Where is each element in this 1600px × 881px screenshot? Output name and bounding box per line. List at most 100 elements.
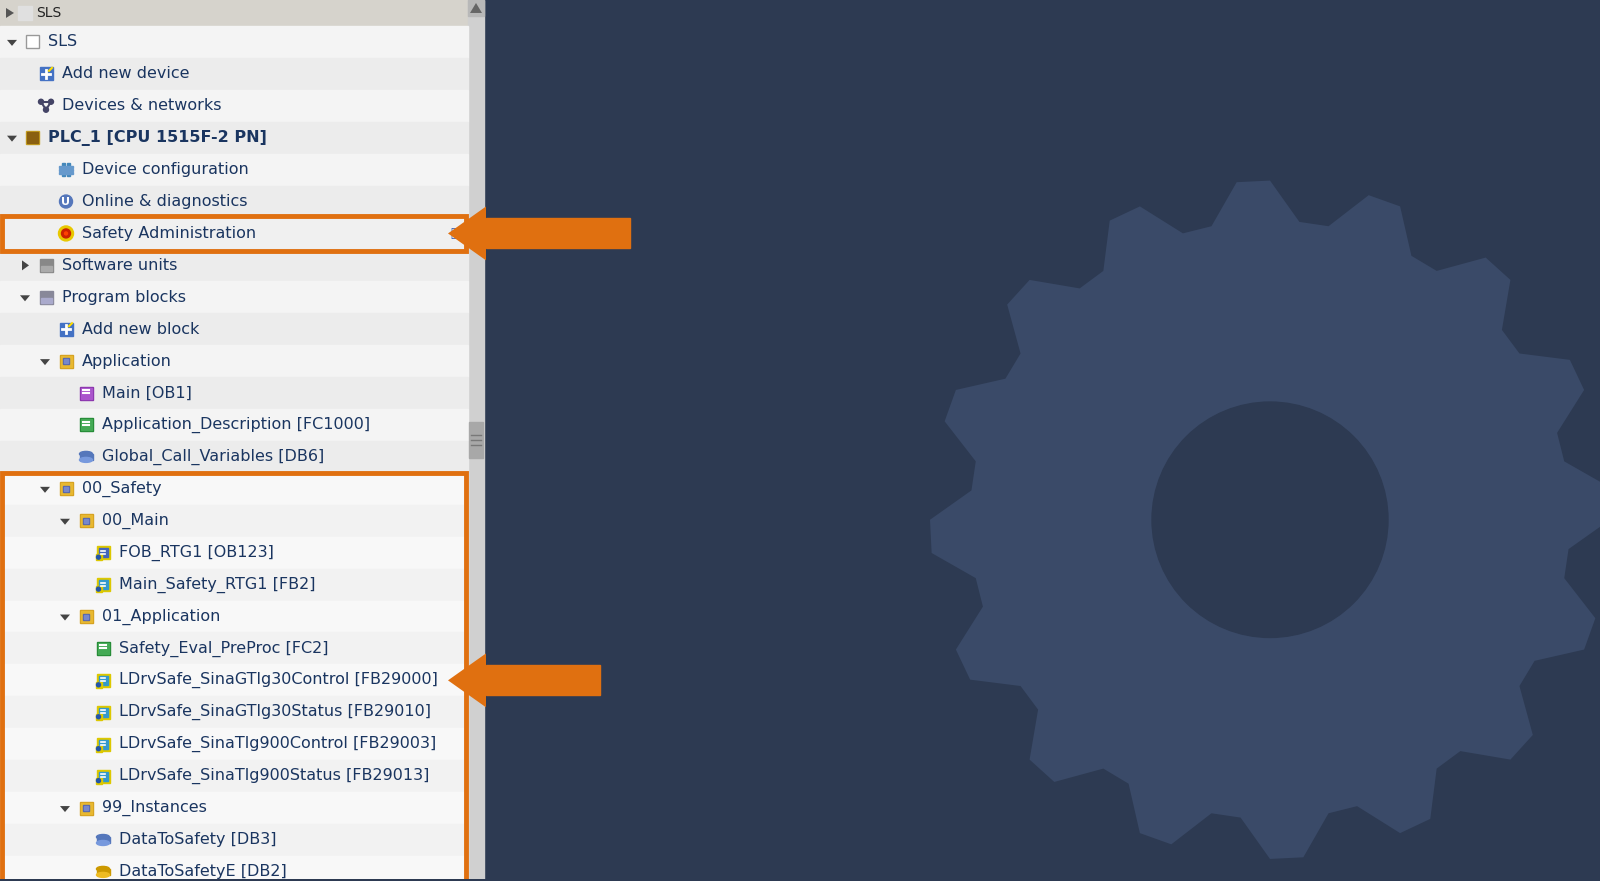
Bar	[467, 0, 483, 16]
Bar	[59, 482, 72, 495]
Text: PLC_1 [CPU 1515F-2 PN]: PLC_1 [CPU 1515F-2 PN]	[48, 130, 267, 145]
Text: Add new device: Add new device	[62, 66, 189, 81]
Text: Program blocks: Program blocks	[62, 290, 186, 305]
Circle shape	[1152, 402, 1389, 638]
Bar	[0, 153, 467, 186]
Text: DataToSafetyE [DB2]: DataToSafetyE [DB2]	[118, 864, 286, 879]
Bar	[0, 314, 467, 345]
Ellipse shape	[96, 834, 109, 840]
Bar	[80, 802, 93, 815]
Bar	[61, 484, 72, 494]
Bar	[83, 613, 90, 619]
Bar	[0, 537, 467, 568]
Circle shape	[96, 747, 101, 751]
Bar	[26, 131, 38, 144]
Bar	[80, 610, 93, 623]
Bar	[26, 35, 38, 48]
Circle shape	[61, 229, 70, 238]
Bar	[40, 291, 53, 304]
Polygon shape	[6, 40, 18, 46]
Bar	[0, 473, 467, 505]
Text: 🔒: 🔒	[450, 227, 458, 240]
Circle shape	[43, 107, 48, 112]
Circle shape	[96, 683, 101, 687]
Bar	[0, 664, 467, 696]
Text: 99_Instances: 99_Instances	[102, 800, 206, 816]
Bar	[96, 778, 101, 783]
Text: 00_Safety: 00_Safety	[82, 481, 162, 497]
Bar	[62, 485, 69, 492]
Bar	[0, 345, 467, 377]
Bar	[0, 58, 467, 90]
Bar	[99, 676, 107, 685]
Polygon shape	[930, 181, 1600, 859]
Polygon shape	[448, 654, 486, 707]
Bar	[96, 737, 109, 751]
Bar	[0, 505, 467, 537]
Polygon shape	[470, 3, 482, 13]
Bar	[96, 554, 101, 560]
Bar	[96, 770, 109, 782]
Bar	[26, 35, 38, 48]
Bar	[0, 186, 467, 218]
Bar	[96, 682, 101, 688]
Circle shape	[96, 779, 101, 782]
Text: 01_Application: 01_Application	[102, 609, 221, 625]
Bar	[96, 745, 101, 751]
Bar	[80, 388, 91, 398]
Bar	[62, 359, 69, 364]
Circle shape	[96, 714, 101, 719]
Bar	[96, 714, 101, 720]
Bar	[0, 633, 467, 664]
Bar	[40, 67, 53, 80]
Text: SLS: SLS	[48, 34, 77, 49]
Bar	[96, 837, 109, 843]
Polygon shape	[448, 206, 486, 261]
Bar	[0, 856, 467, 881]
Bar	[80, 454, 93, 460]
Text: Safety_Eval_PreProc [FC2]: Safety_Eval_PreProc [FC2]	[118, 640, 328, 656]
Bar	[59, 355, 72, 367]
Ellipse shape	[80, 451, 93, 456]
Circle shape	[96, 587, 101, 591]
Bar	[96, 706, 109, 719]
Text: U: U	[61, 196, 70, 206]
Polygon shape	[40, 487, 50, 492]
Bar	[80, 418, 93, 432]
Bar	[0, 441, 467, 473]
Text: LDrvSafe_SinaTlg900Status [FB29013]: LDrvSafe_SinaTlg900Status [FB29013]	[118, 768, 429, 784]
Bar	[0, 218, 467, 249]
Text: Main_Safety_RTG1 [FB2]: Main_Safety_RTG1 [FB2]	[118, 576, 315, 593]
Text: Device configuration: Device configuration	[82, 162, 248, 177]
Bar	[18, 6, 32, 20]
Bar	[59, 168, 74, 171]
Circle shape	[59, 226, 74, 241]
Bar	[0, 0, 467, 26]
Text: LDrvSafe_SinaGTlg30Status [FB29010]: LDrvSafe_SinaGTlg30Status [FB29010]	[118, 704, 430, 721]
Bar	[99, 707, 107, 717]
Circle shape	[64, 232, 67, 235]
Bar	[64, 487, 67, 491]
Circle shape	[59, 195, 72, 208]
Bar	[0, 249, 467, 281]
Bar	[80, 611, 91, 622]
Bar	[83, 806, 88, 810]
Polygon shape	[22, 261, 29, 270]
Ellipse shape	[96, 840, 109, 846]
Bar	[80, 387, 93, 400]
Bar	[83, 805, 90, 811]
Bar	[96, 642, 109, 655]
Bar	[0, 90, 467, 122]
Text: Devices & networks: Devices & networks	[62, 99, 221, 114]
Bar	[469, 422, 483, 458]
Bar	[40, 259, 53, 272]
Bar	[99, 772, 107, 781]
Bar	[59, 172, 74, 174]
Bar	[83, 615, 88, 618]
Circle shape	[38, 100, 43, 104]
Bar	[0, 409, 467, 441]
Bar	[80, 515, 91, 526]
Circle shape	[96, 555, 101, 559]
Bar	[62, 163, 66, 176]
Bar	[80, 803, 91, 813]
